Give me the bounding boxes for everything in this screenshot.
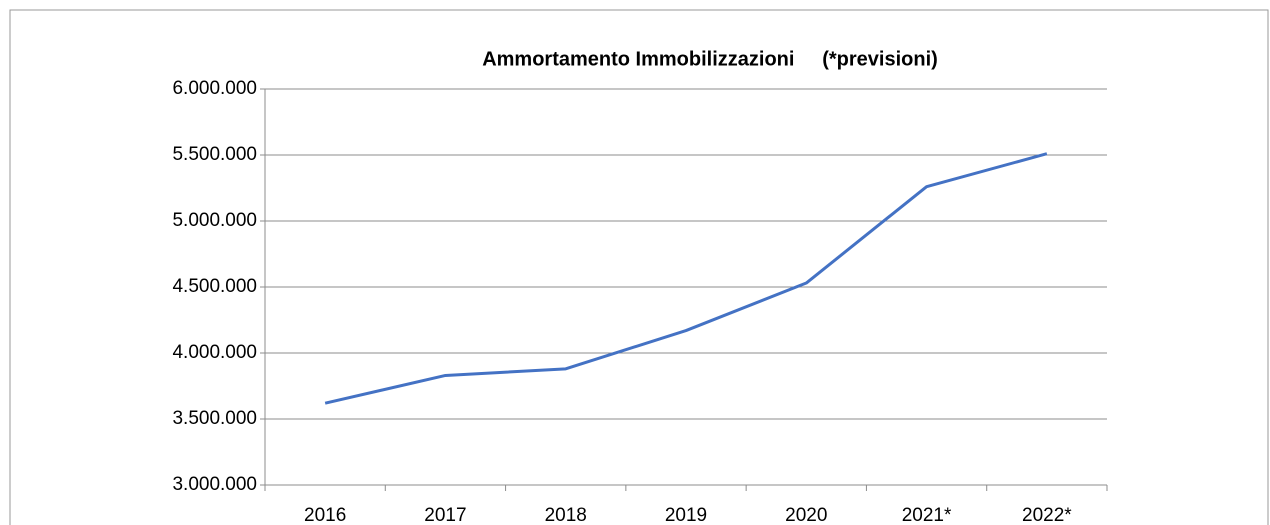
y-tick-label: 4.000.000	[172, 342, 257, 363]
y-tick-label: 3.500.000	[172, 408, 257, 429]
x-tick-label: 2019	[665, 505, 707, 525]
chart-frame	[9, 9, 1269, 525]
x-tick-label: 2021*	[902, 505, 952, 525]
x-tick-label: 2016	[304, 505, 346, 525]
y-tick-label: 6.000.000	[172, 78, 257, 99]
x-tick-label: 2020	[785, 505, 827, 525]
y-tick-label: 5.500.000	[172, 144, 257, 165]
y-tick-label: 5.000.000	[172, 210, 257, 231]
x-tick-label: 2022*	[1022, 505, 1072, 525]
data-line	[324, 152, 1048, 405]
x-tick-label: 2017	[424, 505, 466, 525]
y-tick-label: 3.000.000	[172, 474, 257, 495]
chart-title: Ammortamento Immobilizzazioni (*previsio…	[482, 48, 938, 70]
x-tick-label: 2018	[545, 505, 587, 525]
y-tick-label: 4.500.000	[172, 276, 257, 297]
